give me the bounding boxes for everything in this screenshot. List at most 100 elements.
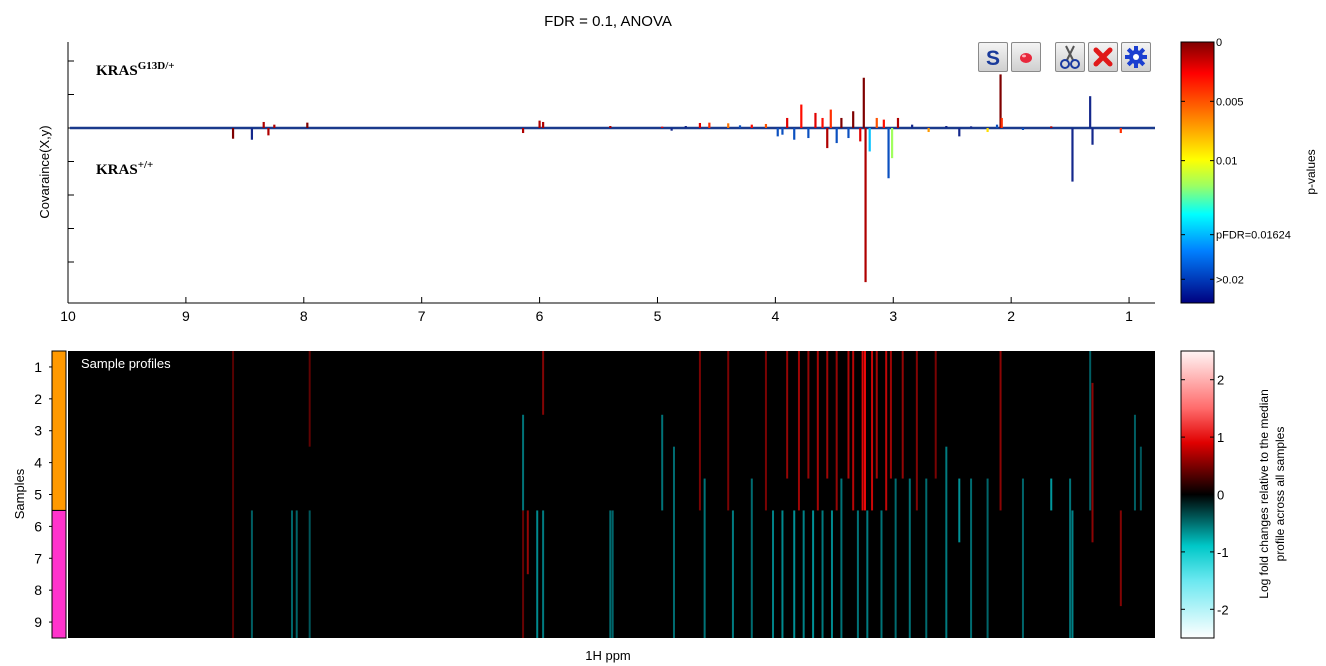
heatmap-stripe bbox=[308, 510, 311, 638]
heatmap-stripe bbox=[812, 510, 815, 638]
heatmap-stripe bbox=[1021, 478, 1024, 638]
heatmap-row-label: 3 bbox=[34, 423, 42, 439]
heatmap-title: Sample profiles bbox=[81, 356, 171, 371]
heatmap-stripe bbox=[703, 478, 706, 638]
heatmap-stripe bbox=[871, 351, 874, 511]
close-icon bbox=[1093, 47, 1113, 67]
heatmap-row-label: 7 bbox=[34, 550, 42, 566]
heatmap-stripe bbox=[232, 351, 235, 638]
heatmap-stripe bbox=[1089, 351, 1092, 511]
heatmap-stripe bbox=[958, 478, 961, 543]
heatmap-stripe bbox=[880, 510, 883, 638]
heatmap-stripe bbox=[885, 351, 888, 511]
heatmap-stripe bbox=[772, 510, 775, 638]
heatmap-stripe bbox=[764, 351, 767, 511]
heatmap-stripe bbox=[526, 510, 529, 575]
pvalue-colorbar: 0 0.005 0.01 pFDR=0.01624 >0.02 p-values bbox=[1180, 37, 1318, 304]
heatmap-stripe bbox=[821, 510, 824, 638]
top-y-label: Covaraince(X,y) bbox=[37, 125, 52, 218]
heatmap-row-label: 6 bbox=[34, 518, 42, 534]
heatmap-stripe bbox=[816, 351, 819, 511]
heatmap-stripe bbox=[861, 351, 864, 511]
heatmap-stripe bbox=[1119, 510, 1122, 607]
pvalue-colorbar-tick-label: pFDR=0.01624 bbox=[1216, 230, 1291, 242]
top-x-tick-label: 3 bbox=[889, 308, 897, 324]
heatmap-stripe bbox=[970, 478, 973, 638]
heatmap-stripe bbox=[802, 510, 805, 638]
heatmap-stripe bbox=[1139, 446, 1142, 511]
heatmap-x-label: 1H ppm bbox=[585, 648, 631, 663]
heatmap-row-label: 5 bbox=[34, 487, 42, 503]
pvalue-colorbar-label: p-values bbox=[1304, 149, 1318, 194]
heatmap-stripe bbox=[807, 351, 810, 479]
top-x-tick-label: 7 bbox=[418, 308, 426, 324]
top-x-tick-label: 5 bbox=[654, 308, 662, 324]
cut-button[interactable] bbox=[1055, 42, 1085, 72]
heatmap-row-label: 8 bbox=[34, 582, 42, 598]
chart-title: FDR = 0.1, ANOVA bbox=[544, 13, 672, 30]
heatmap-row-label: 9 bbox=[34, 614, 42, 630]
fold-colorbar-label-1: Log fold changes relative to the median bbox=[1257, 389, 1271, 598]
annotation-kras-wt-base: KRAS bbox=[96, 162, 138, 178]
heatmap-stripe bbox=[797, 351, 800, 511]
heatmap-stripe bbox=[750, 478, 753, 638]
heatmap-stripe bbox=[291, 510, 294, 638]
heatmap-stripe bbox=[835, 351, 838, 511]
heatmap-stripe bbox=[856, 510, 859, 638]
heatmap-stripe bbox=[793, 510, 796, 638]
heatmap-row-label: 2 bbox=[34, 391, 42, 407]
fold-colorbar-tick-label: -1 bbox=[1217, 545, 1229, 560]
fold-colorbar-tick-label: -2 bbox=[1217, 602, 1229, 617]
close-button[interactable] bbox=[1088, 42, 1118, 72]
heatmap-stripe bbox=[894, 478, 897, 638]
fold-colorbar-tick-label: 0 bbox=[1217, 488, 1224, 503]
fold-colorbar-label-2: profile across all samples bbox=[1273, 427, 1287, 562]
heatmap-stripe bbox=[866, 510, 869, 638]
record-button[interactable] bbox=[1011, 42, 1041, 72]
svg-text:S: S bbox=[986, 47, 1000, 70]
heatmap-stripe bbox=[727, 351, 730, 511]
heatmap-stripe bbox=[915, 351, 918, 511]
annotation-kras-g13d-base: KRAS bbox=[96, 63, 138, 79]
heatmap-stripe bbox=[542, 510, 545, 638]
settings-button[interactable] bbox=[1121, 42, 1151, 72]
pvalue-colorbar-gradient bbox=[1180, 41, 1215, 304]
fold-change-colorbar: 2 1 0 -1 -2 Log fold changes relative to the… bbox=[1180, 350, 1287, 639]
sample-group-bar bbox=[51, 509, 67, 639]
heatmap-stripe bbox=[908, 478, 911, 638]
heatmap-stripe bbox=[1069, 478, 1072, 638]
heatmap-stripe bbox=[840, 478, 843, 638]
top-x-tick-label: 1 bbox=[1125, 308, 1133, 324]
top-x-tick-label: 4 bbox=[771, 308, 779, 324]
heatmap-stripe bbox=[925, 478, 928, 638]
heatmap-stripe bbox=[945, 446, 948, 638]
heatmap-stripe bbox=[889, 351, 892, 479]
annotation-kras-wt-sup: +/+ bbox=[138, 159, 154, 171]
heatmap-y-label: Samples bbox=[12, 468, 27, 519]
heatmap-stripe bbox=[852, 351, 855, 511]
annotation-kras-g13d: KRASG13D/+ bbox=[96, 60, 175, 79]
heatmap-stripe bbox=[250, 510, 253, 638]
pvalue-colorbar-tick-label: 0.01 bbox=[1216, 156, 1237, 168]
heatmap-stripe bbox=[661, 414, 664, 511]
heatmap-stripe bbox=[999, 351, 1002, 511]
top-x-tick-label: 2 bbox=[1007, 308, 1015, 324]
fold-colorbar-tick-label: 2 bbox=[1217, 373, 1224, 388]
sample-heatmap: Sample profiles 1 2 3 4 5 6 7 8 9 Samples 1H ppm bbox=[12, 350, 1155, 663]
fold-colorbar-tick-label: 1 bbox=[1217, 430, 1224, 445]
heatmap-stripe bbox=[698, 351, 701, 511]
gear-icon bbox=[1125, 46, 1147, 68]
top-x-tick-label: 9 bbox=[182, 308, 190, 324]
heatmap-row-label: 4 bbox=[34, 455, 42, 471]
heatmap-stripe bbox=[1091, 382, 1094, 543]
annotation-kras-wt: KRAS+/+ bbox=[96, 159, 153, 178]
heatmap-stripe bbox=[295, 510, 298, 638]
heatmap-stripe bbox=[901, 351, 904, 479]
heatmap-stripe bbox=[875, 351, 878, 479]
s-button[interactable]: S bbox=[978, 42, 1008, 72]
top-x-tick-label: 10 bbox=[60, 308, 76, 324]
heatmap-stripe bbox=[826, 351, 829, 479]
heatmap-row-label: 1 bbox=[34, 359, 42, 375]
top-x-tick-label: 8 bbox=[300, 308, 308, 324]
